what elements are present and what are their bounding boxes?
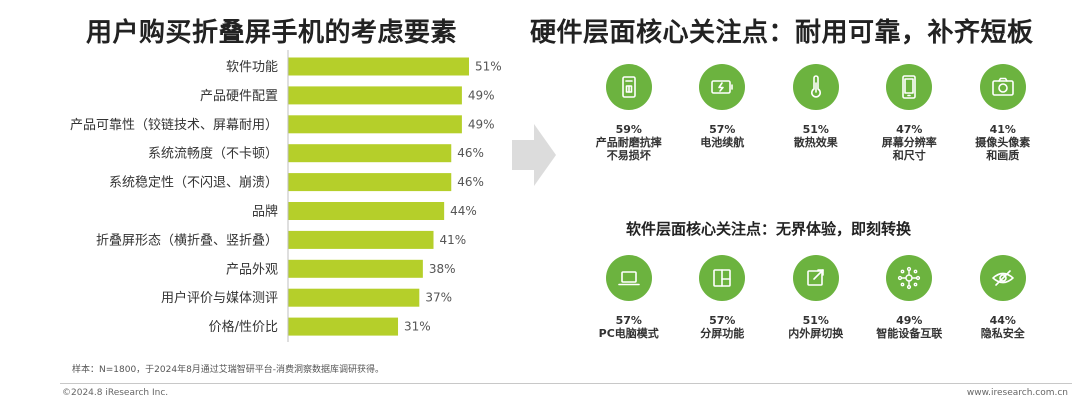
hardware-percent: 51% <box>802 123 829 136</box>
software-label: 智能设备互联 <box>876 327 943 340</box>
hardware-percent: 41% <box>989 123 1016 136</box>
sample-note: 样本：N=1800，于2024年8月通过艾瑞智研平台-消费洞察数据库调研获得。 <box>72 365 385 375</box>
category-label: 产品可靠性（铰链技术、屏幕耐用） <box>70 118 278 133</box>
bar <box>288 115 462 134</box>
thermometer-icon <box>792 64 839 110</box>
footer-divider <box>60 383 1072 384</box>
software-label: 分屏功能 <box>700 327 745 340</box>
hardware-percent: 59% <box>615 123 642 136</box>
category-label: 系统稳定性（不闪退、崩溃） <box>109 175 278 191</box>
software-points: 57% PC电脑模式 57% 分屏功能 51% 内外屏切换 <box>582 255 1070 340</box>
hardware-percent: 47% <box>896 123 923 136</box>
bar <box>288 317 399 336</box>
privacy-eye-icon <box>979 255 1026 301</box>
category-label: 产品外观 <box>226 262 278 277</box>
software-percent: 57% <box>615 314 642 327</box>
software-item: 51% 内外屏切换 <box>769 255 863 340</box>
laptop-icon <box>605 255 652 301</box>
hardware-label: 散热效果 <box>793 136 838 149</box>
value-label: 51% <box>475 60 502 74</box>
category-label: 软件功能 <box>226 60 278 75</box>
hardware-item: 57% 电池续航 <box>676 64 770 162</box>
value-label: 41% <box>440 233 467 247</box>
hardware-percent: 57% <box>709 123 736 136</box>
value-label: 44% <box>450 204 477 218</box>
hardware-label: 摄像头像素 和画质 <box>975 136 1031 162</box>
software-section-title: 软件层面核心关注点：无界体验，即刻转换 <box>626 220 912 238</box>
value-label: 31% <box>404 320 431 334</box>
value-label: 46% <box>457 146 484 160</box>
split-screen-icon <box>699 255 746 301</box>
value-label: 46% <box>457 175 484 189</box>
category-label: 系统流畅度（不卡顿） <box>148 146 278 162</box>
software-item: 49% 智能设备互联 <box>863 255 957 340</box>
bar <box>288 173 452 192</box>
right-arrow-icon <box>512 124 556 186</box>
tablet-durability-icon <box>605 64 652 110</box>
value-label: 37% <box>425 291 452 305</box>
hardware-item: 59% 产品耐磨抗摔 不易损坏 <box>582 64 676 162</box>
horizontal-bar-chart: 软件功能 51% 产品硬件配置 49% 产品可靠性（铰链技术、屏幕耐用） 49% 系统流畅度… <box>70 50 502 342</box>
website-link[interactable]: www.iresearch.com.cn <box>966 388 1068 398</box>
category-label: 价格/性价比 <box>209 319 278 335</box>
screen-switch-icon <box>792 255 839 301</box>
bar <box>288 144 452 163</box>
category-label: 产品硬件配置 <box>200 89 278 104</box>
hardware-item: 41% 摄像头像素 和画质 <box>956 64 1050 162</box>
hardware-label: 产品耐磨抗摔 不易损坏 <box>595 136 662 162</box>
hardware-section-title: 硬件层面核心关注点：耐用可靠，补齐短板 <box>530 18 1034 48</box>
connected-devices-icon <box>886 255 933 301</box>
phone-screen-icon <box>886 64 933 110</box>
software-item: 57% 分屏功能 <box>676 255 770 340</box>
value-label: 49% <box>468 88 495 102</box>
bar <box>288 202 445 220</box>
category-label: 折叠屏形态（横折叠、竖折叠） <box>96 233 278 248</box>
copyright-text: ©2024.8 iResearch Inc. <box>62 388 169 398</box>
category-label: 用户评价与媒体测评 <box>161 290 278 306</box>
software-item: 44% 隐私安全 <box>956 255 1050 340</box>
bar <box>288 259 423 278</box>
software-percent: 44% <box>989 314 1016 327</box>
software-label: PC电脑模式 <box>598 327 659 340</box>
battery-icon <box>699 64 746 110</box>
value-label: 49% <box>468 117 495 131</box>
category-label: 品牌 <box>252 204 278 220</box>
software-percent: 51% <box>802 314 829 327</box>
software-percent: 57% <box>709 314 736 327</box>
software-label: 隐私安全 <box>980 327 1025 340</box>
bar <box>288 57 469 76</box>
hardware-label: 屏幕分辨率 和尺寸 <box>881 136 937 162</box>
hardware-item: 51% 散热效果 <box>769 64 863 162</box>
bar <box>288 86 462 105</box>
chart-title: 用户购买折叠屏手机的考虑要素 <box>86 18 458 48</box>
hardware-item: 47% 屏幕分辨率 和尺寸 <box>863 64 957 162</box>
value-label: 38% <box>429 262 456 276</box>
bar <box>288 230 434 249</box>
software-percent: 49% <box>896 314 923 327</box>
bar <box>288 288 420 307</box>
camera-icon <box>979 64 1026 110</box>
software-item: 57% PC电脑模式 <box>582 255 676 340</box>
hardware-label: 电池续航 <box>700 136 745 149</box>
hardware-points: 59% 产品耐磨抗摔 不易损坏 57% 电池续航 51% 散热效果 <box>582 64 1070 162</box>
software-label: 内外屏切换 <box>788 327 844 340</box>
